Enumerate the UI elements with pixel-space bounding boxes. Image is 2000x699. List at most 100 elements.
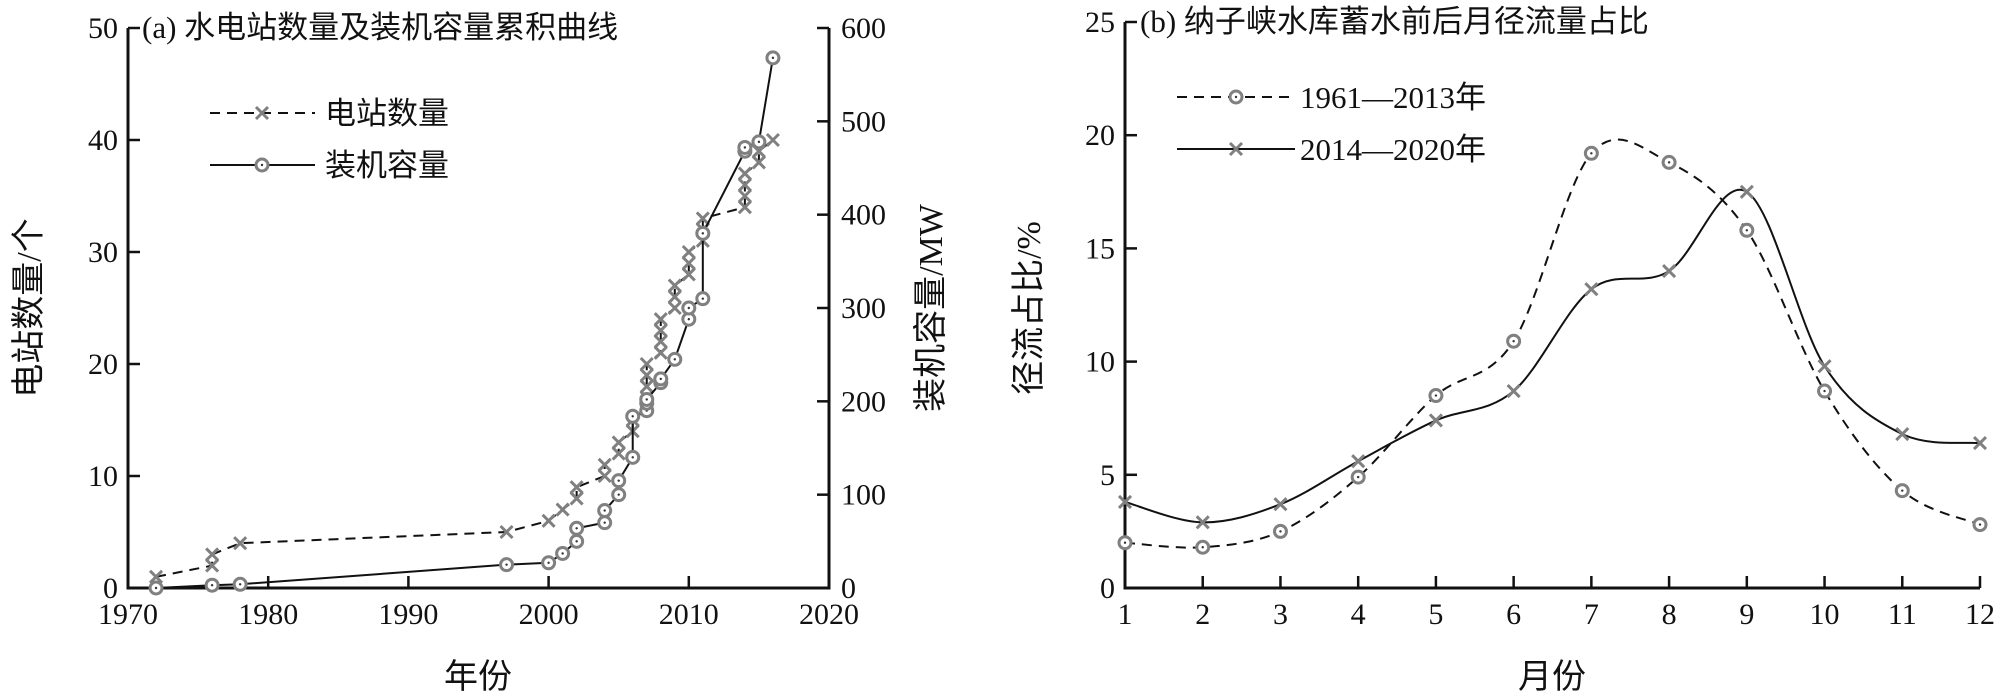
chart-b-point-dot [1434,394,1438,397]
chart-a-point [667,289,682,304]
chart-b-y-tick-label: 20 [1085,119,1115,152]
chart-a-point-dot [659,377,662,381]
chart-b-y-tick-label: 5 [1100,459,1115,492]
chart-b-x-tick-label: 1 [1118,598,1133,631]
chart-b-ylabel: 径流占比/% [1010,221,1048,395]
chart-a-y2-tick-label: 400 [841,199,886,232]
chart-b-series-line-0 [1124,138,1981,549]
chart-a-x-tick-label: 2000 [519,598,579,631]
chart-a-y2-tick-label: 500 [841,105,886,138]
chart-b-xlabel: 月份 [1518,659,1586,696]
chart-a-y-tick-label: 40 [88,124,118,157]
chart-b-point-dot [1201,546,1204,549]
chart-a-x-tick-label: 1970 [98,598,158,631]
chart-a-y2label: 装机容量/MW [912,203,950,412]
chart-b-point [1662,263,1677,279]
chart-a-point [737,188,752,204]
legend-b-label: 2014—2020年 [1300,132,1486,167]
chart-a-series-line-1 [155,57,774,589]
chart-b-axes [1123,22,1980,590]
chart-a-x-tick-label: 1990 [378,598,438,631]
chart-a-point [667,300,682,316]
chart-b-x-tick-label: 7 [1584,598,1599,631]
chart-b-point-dot [1590,152,1593,155]
chart-b-point-dot [1667,161,1671,164]
chart-b-y-tick-label: 10 [1085,346,1115,379]
chart-a-point [597,468,612,484]
chart-a-point-dot [757,140,761,144]
legend-a-label: 装机容量 [325,148,449,183]
chart-a-y-tick-label: 10 [88,460,118,493]
chart-b-y-tick-label: 25 [1085,6,1115,39]
chart-b-x-tick-label: 10 [1810,598,1840,631]
chart-a-point [611,446,626,461]
legend-b-label: 1961—2013年 [1300,80,1486,115]
chart-a-ylabel: 电站数量/个 [10,218,48,397]
chart-a-point [653,334,668,349]
chart-b-x-tick-label: 11 [1888,598,1917,631]
chart-a-y-tick-label: 20 [88,348,118,381]
chart-a-point-dot [771,56,775,60]
chart-b-point [1428,413,1443,428]
legend-b-marker [1228,141,1244,157]
chart-a-point [233,536,248,551]
chart-b-series-line-1 [1124,188,1981,524]
chart-b-x-tick-label: 5 [1428,598,1443,631]
chart-a-point [597,457,612,472]
chart-b-point [1117,494,1133,510]
chart-a-y-tick-label: 30 [88,236,118,269]
chart-b-point-dot [1745,229,1749,232]
chart-a-point-dot [743,146,747,149]
chart-a-point [653,312,668,327]
chart-b-point [1273,497,1288,512]
chart-b-y-tick-label: 15 [1085,232,1115,265]
chart-a-point-dot [631,456,634,459]
legend-a-label: 电站数量 [325,96,449,131]
chart-b-point-dot [1823,389,1826,393]
chart-a-point [541,513,556,528]
chart-b-x-tick-label: 8 [1662,598,1677,631]
chart-a-point-dot [505,563,508,566]
chart-a-point-dot [154,586,158,590]
chart-b-point [1817,359,1832,374]
chart-a-y-tick-label: 50 [88,12,118,45]
chart-a-point-dot [238,583,242,586]
chart-a-point [667,278,682,293]
chart-a-point [737,200,752,215]
chart-a-point [737,166,752,181]
chart-a-point-dot [547,561,550,564]
chart-a-y-tick-label: 0 [103,572,118,605]
chart-a-x-tick-label: 1980 [238,598,298,631]
chart-b-point [1584,282,1599,297]
chart-b-point-dot [1901,489,1904,492]
chart-a-point [653,323,668,338]
chart-a-point [569,491,584,506]
chart-b-point [1895,426,1910,442]
chart-a-y2-tick-label: 100 [841,479,886,512]
chart-a-y2-tick-label: 0 [841,572,856,605]
chart-a-y2-tick-label: 600 [841,12,886,45]
chart-b-point-dot [1123,541,1127,544]
chart-b-point-dot [1356,475,1360,479]
chart-a-point [681,267,696,282]
chart-a-point-dot [673,358,676,361]
chart-a-point-dot [645,398,648,401]
chart-b-x-tick-label: 12 [1965,598,1995,631]
chart-b-point [1506,383,1521,399]
chart-a-point-dot [210,584,214,587]
chart-a-title: (a) 水电站数量及装机容量累积曲线 [142,10,618,45]
legend-a-marker [254,105,270,121]
legend-a-marker-dot [260,163,264,167]
chart-a-point [681,256,696,271]
chart-a-point [765,132,780,148]
chart-a-point [653,345,668,360]
chart-b-title: (b) 纳子峡水库蓄水前后月径流量占比 [1140,4,1649,39]
chart-b-y-tick-label: 0 [1100,572,1115,605]
chart-a-point-dot [617,479,620,482]
chart-a-point [751,155,766,170]
chart-b-x-tick-label: 9 [1739,598,1754,631]
legend-b-marker-dot [1234,95,1238,99]
chart-b-x-tick-label: 2 [1195,598,1210,631]
chart-a-point-dot [603,509,606,512]
